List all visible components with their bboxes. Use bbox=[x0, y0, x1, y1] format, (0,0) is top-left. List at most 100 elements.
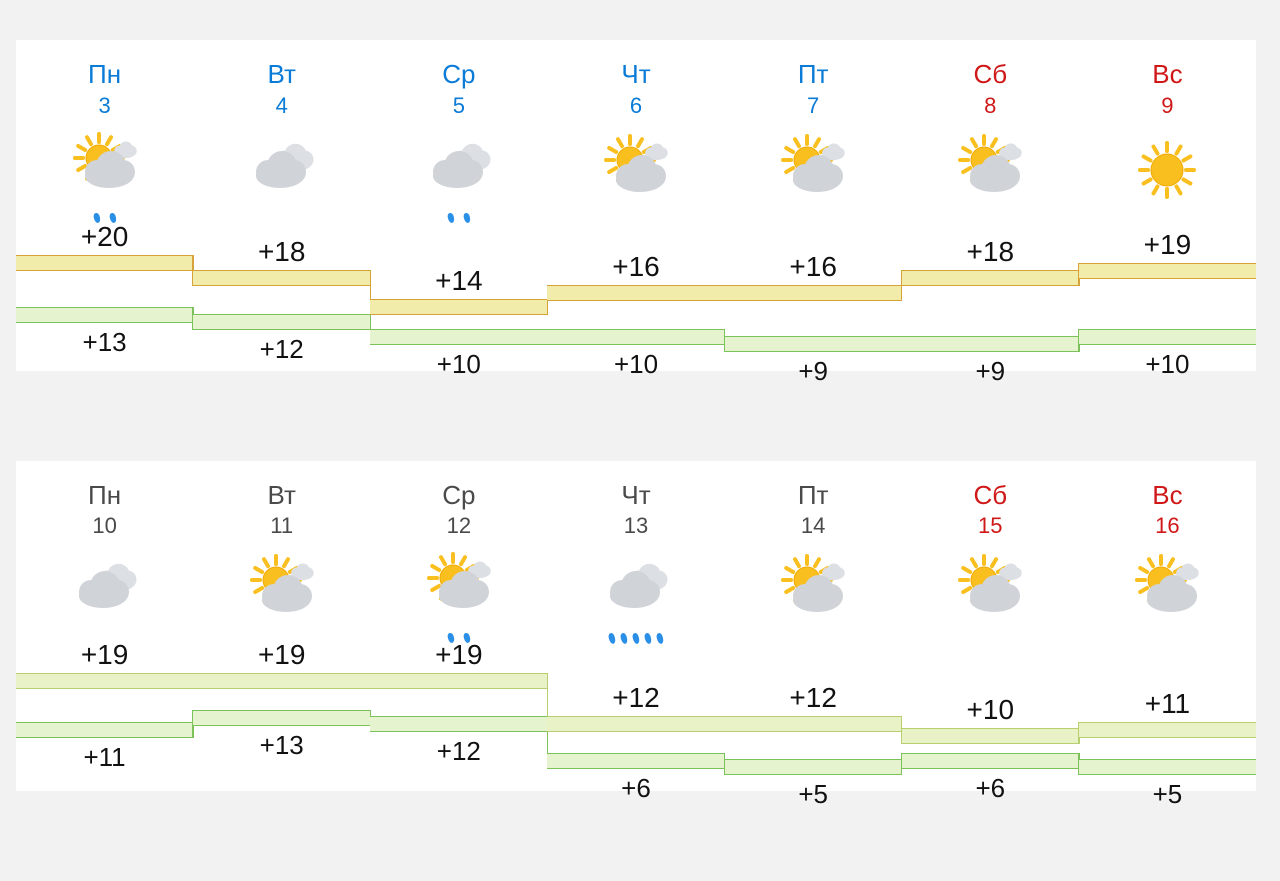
chart-band-segment bbox=[547, 716, 725, 732]
chart-band-segment bbox=[547, 329, 725, 345]
weather-icon bbox=[16, 125, 193, 215]
weather-icon bbox=[725, 545, 902, 635]
day-column[interactable]: Чт 6 bbox=[547, 40, 724, 231]
weather-icon bbox=[370, 125, 547, 215]
day-column[interactable]: Сб 8 bbox=[902, 40, 1079, 231]
day-column[interactable]: Вс 9 bbox=[1079, 40, 1256, 231]
chart-band-segment bbox=[16, 255, 194, 271]
day-name-label: Вт bbox=[193, 60, 370, 89]
temperature-step-chart: +19+11+19+13+19+12+12+6+12+5+10+6+11+5 bbox=[16, 651, 1256, 791]
day-name-label: Сб bbox=[902, 60, 1079, 89]
temp-low-label: +12 bbox=[437, 736, 481, 767]
weather-icon bbox=[370, 545, 547, 635]
temp-low-label: +6 bbox=[975, 773, 1005, 804]
day-number-label: 3 bbox=[16, 93, 193, 119]
day-column[interactable]: Ср 5 bbox=[370, 40, 547, 231]
day-number-label: 15 bbox=[902, 513, 1079, 539]
day-name-label: Вт bbox=[193, 481, 370, 510]
weather-icon bbox=[16, 545, 193, 635]
temp-low-label: +13 bbox=[260, 730, 304, 761]
chart-band-segment bbox=[902, 753, 1080, 769]
day-name-label: Пт bbox=[725, 60, 902, 89]
chart-band-segment bbox=[193, 673, 371, 689]
day-column[interactable]: Пн 3 bbox=[16, 40, 193, 231]
day-column[interactable]: Пт 7 bbox=[725, 40, 902, 231]
day-column[interactable]: Пн 10 bbox=[16, 461, 193, 652]
weather-icon bbox=[1079, 545, 1256, 635]
day-number-label: 13 bbox=[547, 513, 724, 539]
temp-high-label: +20 bbox=[81, 221, 129, 253]
chart-band-segment bbox=[16, 307, 194, 323]
day-name-label: Пн bbox=[16, 60, 193, 89]
chart-band-segment bbox=[902, 336, 1080, 352]
chart-band-segment bbox=[193, 270, 371, 286]
day-number-label: 12 bbox=[370, 513, 547, 539]
temp-low-label: +6 bbox=[621, 773, 651, 804]
days-header-row: Пн 10 Вт 11 bbox=[16, 461, 1256, 652]
day-column[interactable]: Вт 11 bbox=[193, 461, 370, 652]
day-column[interactable]: Чт 13 bbox=[547, 461, 724, 652]
temp-high-label: +18 bbox=[258, 236, 306, 268]
chart-band-segment bbox=[1079, 722, 1257, 738]
weather-icon bbox=[547, 125, 724, 215]
weather-icon bbox=[902, 545, 1079, 635]
chart-band-segment bbox=[902, 728, 1080, 744]
day-number-label: 8 bbox=[902, 93, 1079, 119]
chart-band-segment bbox=[902, 270, 1080, 286]
chart-band-segment bbox=[1079, 263, 1257, 279]
weather-icon bbox=[902, 125, 1079, 215]
temperature-step-chart: +20+13+18+12+14+10+16+10+16+9+18+9+19+10 bbox=[16, 231, 1256, 371]
temp-high-label: +11 bbox=[1145, 688, 1190, 720]
day-number-label: 4 bbox=[193, 93, 370, 119]
chart-band-segment bbox=[725, 336, 903, 352]
temp-high-label: +10 bbox=[967, 694, 1015, 726]
temp-low-label: +9 bbox=[798, 356, 828, 387]
day-number-label: 11 bbox=[193, 513, 370, 539]
day-name-label: Ср bbox=[370, 60, 547, 89]
chart-band-segment bbox=[370, 329, 548, 345]
day-number-label: 14 bbox=[725, 513, 902, 539]
day-column[interactable]: Ср 12 bbox=[370, 461, 547, 652]
chart-band-segment bbox=[1079, 329, 1257, 345]
day-name-label: Чт bbox=[547, 481, 724, 510]
chart-band-segment bbox=[16, 722, 194, 738]
chart-band-segment bbox=[370, 716, 548, 732]
days-header-row: Пн 3 Вт 4 bbox=[16, 40, 1256, 231]
temp-high-label: +12 bbox=[612, 682, 660, 714]
temp-low-label: +10 bbox=[437, 349, 481, 380]
weather-14day-widget: Пн 3 Вт 4 bbox=[16, 0, 1276, 791]
temp-low-label: +9 bbox=[975, 356, 1005, 387]
temp-high-label: +16 bbox=[612, 251, 660, 283]
weather-icon bbox=[193, 125, 370, 215]
temp-low-label: +13 bbox=[83, 327, 127, 358]
temp-low-label: +5 bbox=[798, 779, 828, 810]
day-number-label: 9 bbox=[1079, 93, 1256, 119]
temp-high-label: +19 bbox=[1144, 229, 1192, 261]
chart-band-segment bbox=[547, 285, 725, 301]
day-name-label: Пт bbox=[725, 481, 902, 510]
chart-band-segment bbox=[725, 716, 903, 732]
rain-drops-icon bbox=[547, 633, 724, 651]
temp-low-label: +10 bbox=[1145, 349, 1189, 380]
day-column[interactable]: Вт 4 bbox=[193, 40, 370, 231]
weather-icon bbox=[193, 545, 370, 635]
temp-high-label: +19 bbox=[435, 639, 483, 671]
day-name-label: Вс bbox=[1079, 60, 1256, 89]
weather-icon bbox=[725, 125, 902, 215]
chart-band-segment bbox=[547, 753, 725, 769]
chart-band-segment bbox=[193, 710, 371, 726]
day-column[interactable]: Вс 16 bbox=[1079, 461, 1256, 652]
day-name-label: Вс bbox=[1079, 481, 1256, 510]
day-column[interactable]: Пт 14 bbox=[725, 461, 902, 652]
weather-icon bbox=[1079, 125, 1256, 215]
temp-high-label: +19 bbox=[258, 639, 306, 671]
day-name-label: Пн bbox=[16, 481, 193, 510]
temp-high-label: +19 bbox=[81, 639, 129, 671]
day-column[interactable]: Сб 15 bbox=[902, 461, 1079, 652]
day-number-label: 16 bbox=[1079, 513, 1256, 539]
forecast-week: Пн 10 Вт 11 bbox=[16, 461, 1256, 792]
day-number-label: 10 bbox=[16, 513, 193, 539]
forecast-week: Пн 3 Вт 4 bbox=[16, 40, 1256, 371]
day-name-label: Ср bbox=[370, 481, 547, 510]
day-name-label: Чт bbox=[547, 60, 724, 89]
